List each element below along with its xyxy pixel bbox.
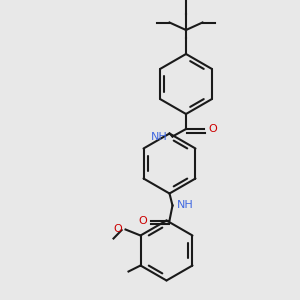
Text: NH: NH (151, 131, 168, 142)
Text: NH: NH (177, 200, 194, 211)
Text: O: O (208, 124, 217, 134)
Text: O: O (138, 215, 147, 226)
Text: O: O (114, 224, 122, 235)
